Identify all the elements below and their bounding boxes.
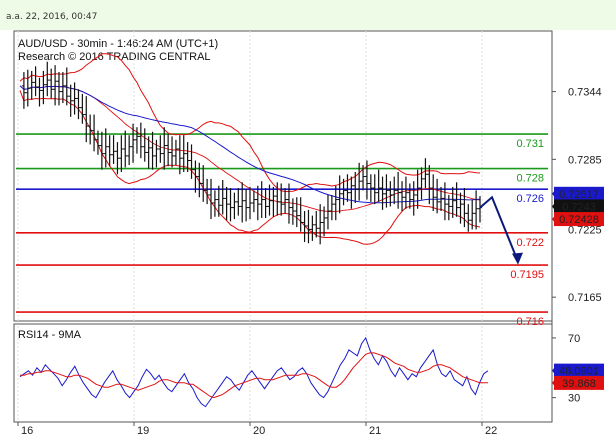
value-tag: [554, 363, 604, 378]
upper-band: [19, 53, 481, 193]
value-tag-label: 0.72517: [559, 189, 599, 201]
x-tick-label: 20: [253, 425, 265, 437]
value-tag-label: 39.868: [562, 378, 596, 390]
level-label: 0.716: [516, 316, 544, 328]
x-tick-label: 21: [369, 425, 381, 437]
y-tick-label: 0.7285: [568, 154, 602, 166]
rsi-lines: 70 30: [19, 333, 580, 408]
value-tag-pointer: [552, 201, 556, 212]
arrow-head-icon: [512, 252, 523, 265]
gridlines: [17, 31, 483, 420]
value-tag-label: 0.7243: [562, 201, 596, 213]
price-bars: [21, 61, 482, 245]
value-tag-pointer: [552, 365, 556, 376]
value-tag-pointer: [552, 214, 556, 225]
value-tag: [554, 186, 604, 201]
chart-subtitle: Research © 2016 TRADING CENTRAL: [18, 51, 211, 63]
support-resistance-levels: 0.731 0.728 0.726 0.722 0.7195 0.716: [16, 133, 548, 328]
level-label: 0.728: [516, 173, 544, 185]
level-label: 0.7195: [510, 269, 544, 281]
rsi-series-line: [20, 352, 488, 399]
value-tag-pointer: [552, 377, 556, 388]
y-tick-label: 0.7165: [568, 292, 602, 304]
x-tick-label: 16: [21, 425, 33, 437]
level-label: 0.731: [516, 138, 544, 150]
value-tag-pointer: [552, 188, 556, 199]
rsi-title: RSI14 - 9MA: [18, 329, 82, 341]
time-axis: 16 19 20 21 22: [17, 422, 497, 437]
rsi-panel: [13, 323, 553, 423]
x-tick-label: 19: [137, 425, 149, 437]
level-label: 0.726: [516, 193, 544, 205]
rsi-y-tick-label: 30: [568, 393, 580, 405]
level-label: 0.722: [516, 237, 544, 249]
value-tag: [554, 212, 604, 227]
x-tick-label: 22: [485, 425, 497, 437]
y-tick-label: 0.7225: [568, 224, 602, 236]
timestamp: a.a. 22, 2016, 00:47: [6, 12, 98, 22]
value-tag-label: 0.72428: [559, 214, 599, 226]
moving-average: [19, 85, 481, 204]
price-axis: 0.7344 0.7285 0.7165 0.7225: [552, 87, 602, 304]
lower-band: [19, 90, 481, 245]
rsi-y-tick-label: 70: [568, 333, 580, 345]
bollinger-bands: [19, 53, 481, 245]
value-tag-label: 48.0901: [559, 366, 599, 378]
projection-line: [479, 195, 519, 262]
value-tag: [554, 375, 604, 390]
projection-arrow: [479, 195, 523, 265]
value-tag: [554, 199, 604, 214]
rsi-series-line: [19, 336, 489, 408]
timestamp-bar: a.a. 22, 2016, 00:47: [0, 0, 616, 30]
chart-title: AUD/USD - 30min - 1:46:24 AM (UTC+1): [18, 38, 218, 50]
main-panel: [13, 30, 553, 322]
y-tick-label: 0.7344: [568, 87, 602, 99]
